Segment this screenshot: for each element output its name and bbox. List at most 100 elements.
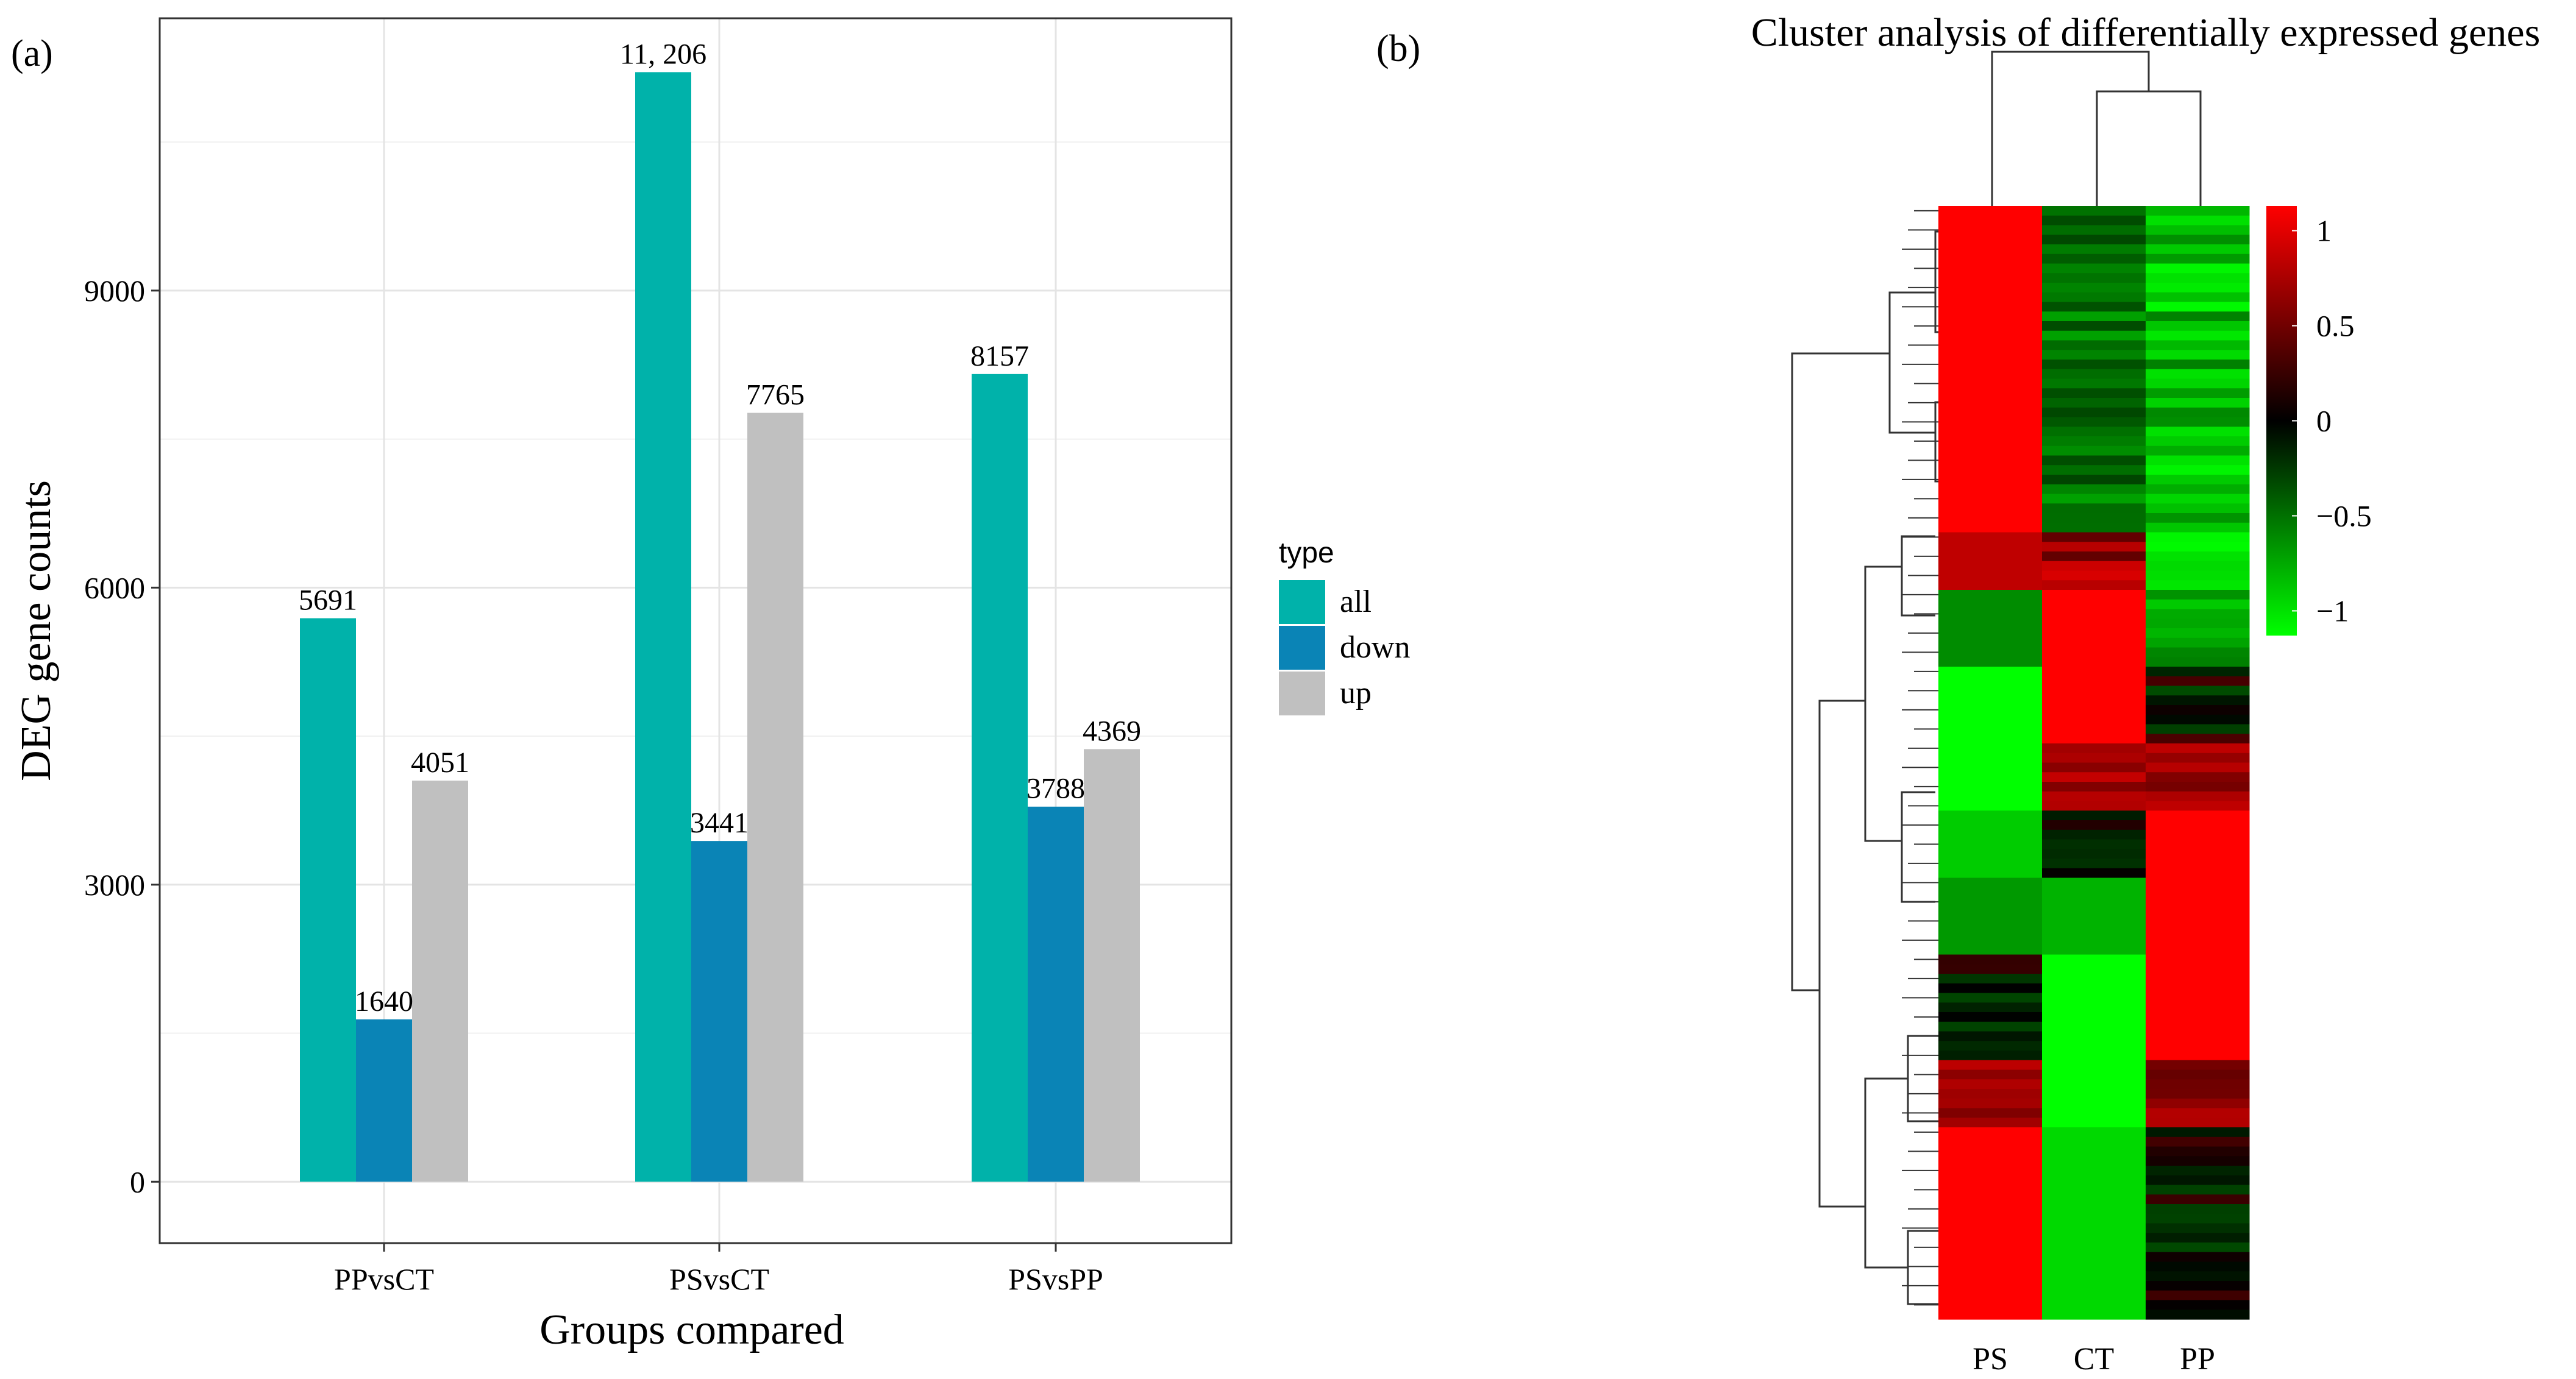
heatmap-cell	[2146, 206, 2250, 216]
heatmap-cell	[1938, 762, 2043, 773]
heatmap-cell	[2042, 283, 2146, 293]
heatmap-cell	[1938, 580, 2043, 590]
bars	[300, 72, 1140, 1182]
heatmap-cell	[1938, 964, 2043, 974]
heatmap-cell	[1938, 551, 2043, 562]
heatmap-cell	[2146, 1041, 2250, 1051]
heatmap-cell	[2146, 628, 2250, 639]
heatmap-cell	[2146, 235, 2250, 245]
heatmap-cell	[2146, 321, 2250, 331]
heatmap-cell	[2042, 772, 2146, 782]
heatmap-cell	[2146, 417, 2250, 427]
bar-down	[356, 1019, 412, 1182]
heatmap-cell	[1938, 311, 2043, 322]
y-axis-ticks: 0 3000 6000 9000	[84, 274, 160, 1199]
column-dendrogram	[1991, 51, 2202, 206]
heatmap-cell	[2042, 762, 2146, 773]
heatmap-cell	[2042, 1233, 2146, 1243]
heatmap-cell	[1938, 225, 2043, 235]
x-tick-label: PSvsCT	[669, 1262, 769, 1296]
heatmap-cell	[2146, 407, 2250, 418]
heatmap-cell	[2146, 619, 2250, 629]
heatmap-cell	[2042, 445, 2146, 456]
heatmap-cell	[1938, 1261, 2043, 1272]
colorbar-tick-label: 0.5	[2316, 309, 2355, 343]
heatmap-cell	[2146, 1108, 2250, 1118]
heatmap-cell	[2146, 503, 2250, 514]
heatmap-cell	[2146, 1069, 2250, 1080]
heatmap-cell	[2146, 1194, 2250, 1205]
legend-title: type	[1279, 537, 1334, 569]
heatmap-cell	[2042, 810, 2146, 821]
heatmap-cell	[2042, 292, 2146, 303]
heatmap-cell	[1938, 244, 2043, 255]
heatmap-cell	[1938, 1213, 2043, 1224]
heatmap-cell	[2146, 695, 2250, 706]
heatmap-cell	[2146, 1300, 2250, 1310]
heatmap-cell	[1938, 753, 2043, 764]
heatmap-cell	[2042, 657, 2146, 667]
heatmap-cell	[2146, 753, 2250, 764]
heatmap-cell	[1938, 1271, 2043, 1282]
heatmap-cell	[2042, 1281, 2146, 1291]
heatmap-cell	[2146, 954, 2250, 965]
heatmap-cell	[2042, 484, 2146, 495]
heatmap-cell	[2146, 734, 2250, 744]
heatmap-cell	[2146, 1223, 2250, 1233]
bar-down	[691, 841, 747, 1182]
heatmap-cell	[2146, 667, 2250, 677]
heatmap-cell	[1938, 724, 2043, 734]
heatmap-cell	[2146, 829, 2250, 840]
heatmap-cell	[2146, 868, 2250, 879]
heatmap-cell	[1938, 273, 2043, 283]
heatmap-cell	[1938, 494, 2043, 504]
heatmap-cell	[2042, 849, 2146, 859]
heatmap-cell	[1938, 782, 2043, 792]
heatmap-cell	[1938, 897, 2043, 907]
y-tick-label: 6000	[84, 570, 145, 604]
heatmap-cell	[1938, 801, 2043, 811]
heatmap-cell	[2146, 494, 2250, 504]
x-axis-ticks: PPvsCT PSvsCT PSvsPP	[334, 1243, 1103, 1296]
heatmap-cell	[2042, 407, 2146, 418]
heatmap-cell	[1938, 340, 2043, 350]
heatmap-cell	[2042, 206, 2146, 216]
heatmap-cell	[2042, 1060, 2146, 1071]
heatmap-cell	[1938, 263, 2043, 274]
heatmap-cell	[2146, 513, 2250, 523]
heatmap-cell	[2146, 561, 2250, 572]
heatmap-cell	[1938, 388, 2043, 399]
heatmap-cell	[2146, 916, 2250, 926]
heatmap-cell	[2042, 321, 2146, 331]
heatmap-cell	[2146, 1252, 2250, 1263]
heatmap-cell	[1938, 820, 2043, 831]
colorbar-tick-label: 1	[2316, 214, 2332, 248]
heatmap-cell	[1938, 484, 2043, 495]
heatmap-cell	[1938, 1233, 2043, 1243]
heatmap-cell	[2042, 791, 2146, 802]
heatmap-cell	[2042, 705, 2146, 715]
heatmap-cell	[2146, 1079, 2250, 1090]
heatmap-cell	[2042, 590, 2146, 600]
heatmap-title: Cluster analysis of differentially expre…	[1751, 10, 2541, 55]
heatmap-cell	[1938, 1021, 2043, 1032]
heatmap-cell	[1938, 1194, 2043, 1205]
heatmap-cell	[1938, 532, 2043, 542]
heatmap-cell	[2146, 1051, 2250, 1061]
heatmap-cell	[2042, 935, 2146, 946]
heatmap-column-label: PS	[1973, 1342, 2008, 1377]
heatmap-cell	[2042, 1127, 2146, 1138]
heatmap-cell	[1938, 1185, 2043, 1195]
heatmap-cell	[2042, 1108, 2146, 1118]
heatmap-cell	[2042, 916, 2146, 926]
heatmap-cell	[2146, 945, 2250, 955]
heatmap-cell	[1938, 302, 2043, 312]
heatmap-cell	[1938, 235, 2043, 245]
heatmap-cell	[2146, 1243, 2250, 1253]
heatmap-cell	[2146, 686, 2250, 696]
heatmap-cell	[2042, 1002, 2146, 1013]
bar-value-label: 3441	[690, 807, 749, 839]
heatmap-cell	[1938, 609, 2043, 619]
heatmap-cell	[2146, 782, 2250, 792]
